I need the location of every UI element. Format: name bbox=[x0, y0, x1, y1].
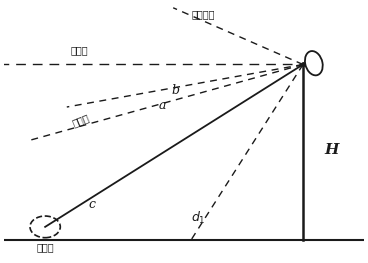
Text: c: c bbox=[89, 199, 96, 211]
Text: H: H bbox=[325, 143, 339, 156]
Text: $d_1$: $d_1$ bbox=[191, 210, 206, 226]
Text: 水平线: 水平线 bbox=[71, 45, 88, 55]
Text: 视场边界: 视场边界 bbox=[191, 9, 215, 19]
Text: 目标物: 目标物 bbox=[36, 243, 54, 253]
Text: a: a bbox=[159, 99, 166, 112]
Text: b: b bbox=[171, 84, 179, 97]
Text: 去光轴: 去光轴 bbox=[71, 112, 91, 128]
